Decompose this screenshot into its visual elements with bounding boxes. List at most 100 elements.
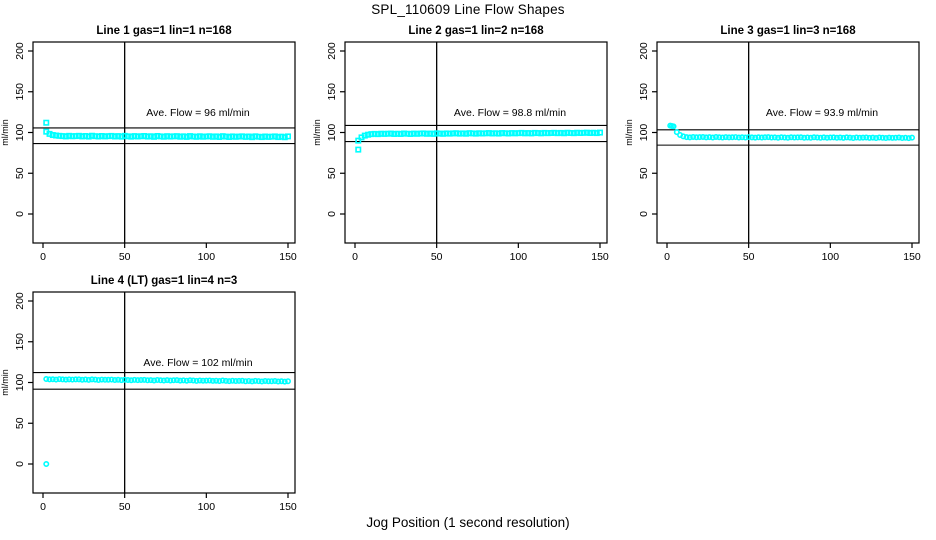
data-point [187, 377, 194, 384]
data-point [908, 134, 915, 141]
y-tick-label: 0 [638, 211, 650, 217]
data-point [433, 130, 440, 137]
data-point [89, 132, 96, 139]
data-point [258, 134, 265, 141]
panel-line-2: Line 2 gas=1 lin=2 n=168 0 50 100 150 0 50 100 1… [312, 25, 609, 263]
data-point [797, 134, 804, 141]
data-point [196, 377, 203, 384]
ave-flow-annotation: Ave. Flow = 98.8 ml/min [454, 107, 566, 119]
panel-line-1: Line 1 gas=1 lin=1 n=168 0 50 100 150 0 50 100 1… [0, 25, 297, 263]
data-point [472, 130, 479, 137]
data-point [242, 378, 249, 385]
data-point [275, 134, 282, 141]
x-tick-label: 50 [743, 251, 755, 263]
data-point [190, 133, 197, 140]
data-point [141, 133, 148, 140]
data-point [124, 133, 131, 140]
data-point [53, 132, 60, 139]
data-point [869, 134, 876, 141]
data-point [531, 129, 538, 136]
data-point [443, 130, 450, 137]
data-point [56, 132, 63, 139]
data-point [807, 134, 814, 141]
data-point [118, 133, 125, 140]
data-point [668, 122, 675, 129]
y-tick-label: 200 [326, 42, 338, 60]
data-point [673, 129, 680, 136]
data-point [889, 134, 896, 141]
data-point [696, 134, 703, 141]
data-point [255, 378, 262, 385]
data-point [866, 134, 873, 141]
data-point [801, 134, 808, 141]
y-tick-label: 200 [638, 42, 650, 60]
x-tick-label: 50 [119, 501, 131, 513]
data-point [450, 130, 457, 137]
data-point [43, 375, 50, 382]
y-axis-title: ml/min [312, 119, 322, 146]
data-point [108, 376, 115, 383]
x-axis-ticks: 0 50 100 150 [40, 493, 297, 513]
data-point [203, 377, 210, 384]
data-point [355, 137, 362, 144]
data-point [778, 134, 785, 141]
data-point [427, 130, 434, 137]
data-point [583, 129, 590, 136]
x-tick-label: 150 [279, 251, 297, 263]
data-point [284, 378, 291, 385]
x-axis-label: Jog Position (1 second resolution) [366, 515, 570, 530]
data-point [502, 130, 509, 137]
data-point [121, 132, 128, 139]
data-point [860, 134, 867, 141]
data-point [817, 134, 824, 141]
data-point [551, 129, 558, 136]
data-point [160, 133, 167, 140]
x-tick-label: 0 [40, 251, 46, 263]
data-point [108, 132, 115, 139]
data-point [128, 133, 135, 140]
data-point [699, 133, 706, 140]
x-tick-label: 0 [664, 251, 670, 263]
data-point [69, 133, 76, 140]
data-point [574, 129, 581, 136]
y-axis-ticks: 0 50 100 150 200 [326, 42, 345, 217]
data-point [482, 130, 489, 137]
data-point [147, 133, 154, 140]
data-point [131, 376, 138, 383]
data-point [98, 376, 105, 383]
data-point [95, 376, 102, 383]
data-point [850, 134, 857, 141]
data-point [686, 134, 693, 141]
data-point [164, 133, 171, 140]
x-axis-ticks: 0 50 100 150 [664, 243, 921, 263]
data-point [407, 130, 414, 137]
data-point [570, 130, 577, 137]
data-point [368, 131, 375, 138]
data-point [765, 134, 772, 141]
data-point [824, 134, 831, 141]
data-point [703, 134, 710, 141]
data-point [265, 378, 272, 385]
data-point [183, 377, 190, 384]
data-point [79, 376, 86, 383]
page-title: SPL_110609 Line Flow Shapes [371, 2, 565, 17]
data-point [876, 134, 883, 141]
data-point [268, 378, 275, 385]
data-point [262, 133, 269, 140]
data-point [249, 134, 256, 141]
data-point [200, 133, 207, 140]
panel-title: Line 3 gas=1 lin=3 n=168 [720, 25, 856, 37]
x-tick-label: 0 [352, 251, 358, 263]
data-point [391, 130, 398, 137]
y-axis-title: ml/min [0, 119, 10, 146]
x-tick-label: 100 [198, 501, 216, 513]
data-point [420, 130, 427, 137]
x-tick-label: 150 [591, 251, 609, 263]
data-point [387, 130, 394, 137]
data-point [151, 133, 158, 140]
data-point [401, 130, 408, 137]
data-point [216, 378, 223, 385]
data-point [378, 130, 385, 137]
data-point [768, 134, 775, 141]
data-point [134, 377, 141, 384]
